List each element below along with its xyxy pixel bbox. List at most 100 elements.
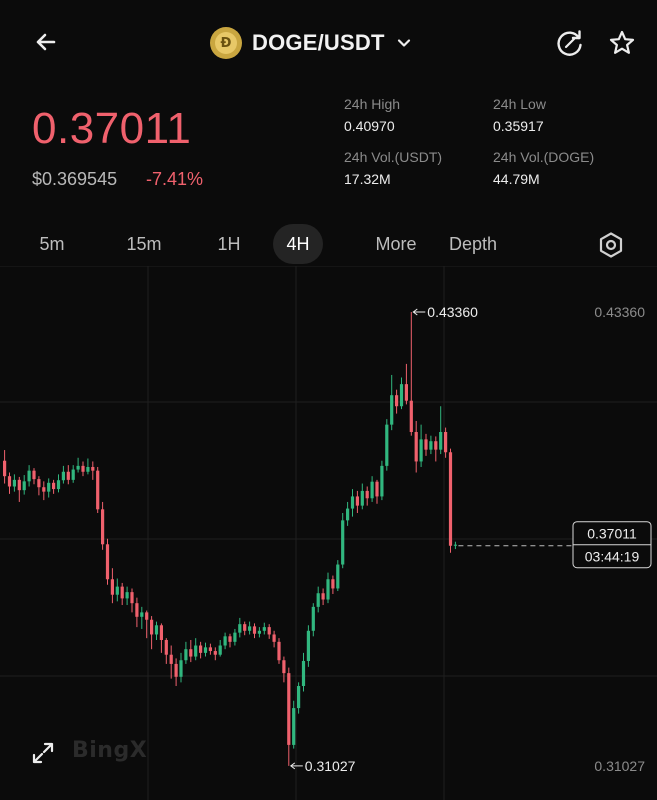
doge-coin-icon: Ð	[210, 27, 242, 59]
candle-down	[169, 654, 173, 664]
candle-up	[301, 660, 306, 687]
candle-up	[385, 424, 389, 466]
interval-tabs: 5m 15m 1H 4H More Depth	[0, 224, 657, 266]
candle-up	[429, 441, 433, 450]
refresh-icon	[557, 30, 582, 56]
candle-up	[316, 593, 320, 607]
candle-up	[346, 508, 350, 521]
tab-4h[interactable]: 4H	[273, 224, 323, 264]
top-bar: Ð DOGE/USDT	[0, 0, 657, 86]
candle-down	[199, 645, 203, 653]
candle-up	[326, 579, 330, 600]
candle-up	[380, 465, 384, 497]
candle-down	[267, 627, 271, 635]
candle-down	[159, 625, 163, 640]
candle-down	[42, 487, 46, 492]
candle-down	[228, 636, 232, 642]
countdown-label: 03:44:19	[585, 549, 640, 565]
candle-up	[439, 432, 443, 450]
candle-down	[409, 400, 413, 433]
candle-down	[164, 639, 168, 655]
candle-down	[365, 490, 369, 499]
candle-down	[189, 649, 193, 657]
candle-up	[297, 686, 301, 709]
settings-hexagon-icon	[599, 232, 623, 258]
candle-down	[32, 470, 36, 480]
tab-depth[interactable]: Depth	[448, 233, 498, 254]
expand-icon	[32, 742, 54, 764]
y-axis-label-max: 0.43360	[594, 304, 645, 320]
candle-down	[321, 593, 325, 600]
candle-down	[37, 479, 41, 488]
candle-up	[453, 544, 457, 546]
candle-up	[218, 645, 222, 655]
tab-1h[interactable]: 1H	[217, 233, 241, 254]
back-button[interactable]	[30, 26, 62, 58]
candle-down	[110, 579, 114, 595]
tab-5m[interactable]: 5m	[39, 233, 65, 254]
candle-down	[243, 624, 247, 631]
candle-down	[448, 452, 453, 546]
candle-up	[336, 564, 340, 589]
tab-more[interactable]: More	[375, 233, 417, 254]
vol-doge-value: 44.79M	[493, 171, 540, 187]
tab-15m[interactable]: 15m	[126, 233, 162, 254]
candle-down	[135, 603, 139, 617]
candle-up	[61, 471, 65, 481]
chart-canvas[interactable]: 0.37011 03:44:19 0.43360 0.31027 0.43360 0.31…	[0, 266, 657, 800]
vol-usdt-value: 17.32M	[344, 171, 391, 187]
refresh-button[interactable]	[555, 28, 585, 58]
candle-down	[66, 471, 70, 480]
candle-down	[277, 641, 281, 661]
candle-up	[12, 479, 16, 487]
candle-down	[3, 460, 7, 477]
candle-down	[272, 634, 276, 642]
candle-down	[252, 626, 257, 634]
fullscreen-button[interactable]	[30, 740, 56, 766]
min-marker-arrowhead	[289, 762, 296, 770]
candle-up	[360, 490, 364, 506]
candle-up	[306, 630, 310, 661]
high-24h-label: 24h High	[344, 96, 401, 112]
candle-down	[150, 619, 154, 635]
current-price-label: 0.37011	[587, 526, 637, 542]
vol-usdt-label: 24h Vol.(USDT)	[344, 149, 443, 165]
candle-up	[47, 482, 51, 492]
candle-up	[370, 481, 374, 499]
pair-selector[interactable]: Ð DOGE/USDT	[210, 26, 413, 60]
candle-up	[350, 496, 355, 509]
star-icon	[609, 30, 635, 54]
candle-up	[22, 481, 26, 491]
candle-down	[208, 647, 212, 652]
vol-doge-label: 24h Vol.(DOGE)	[493, 149, 595, 165]
candle-up	[194, 645, 198, 657]
favorite-button[interactable]	[607, 28, 637, 58]
candle-up	[140, 612, 144, 617]
candle-down	[52, 482, 56, 490]
candle-up	[341, 520, 345, 565]
candle-down	[7, 476, 12, 487]
candlestick-chart[interactable]: 0.37011 03:44:19 0.43360 0.31027 0.43360 0.31…	[0, 266, 657, 800]
chevron-down-icon	[397, 39, 410, 47]
candle-down	[105, 544, 110, 580]
arrow-left-icon	[36, 33, 56, 51]
candle-down	[130, 592, 134, 604]
candle-up	[248, 626, 252, 631]
price-change-percent: -7.41%	[146, 169, 204, 189]
candle-down	[404, 384, 408, 401]
candle-down	[395, 395, 399, 407]
candle-down	[17, 479, 21, 491]
candle-down	[331, 579, 335, 589]
candle-down	[375, 481, 379, 497]
coin-symbol: Ð	[215, 32, 237, 54]
candle-up	[203, 647, 208, 653]
y-axis-label-min: 0.31027	[594, 758, 645, 774]
candle-down	[424, 439, 428, 450]
candle-up	[76, 465, 80, 470]
candle-down	[145, 612, 149, 620]
candle-up	[154, 625, 159, 635]
candle-up	[233, 632, 237, 642]
chart-settings-button[interactable]	[596, 230, 626, 260]
max-marker-label: 0.43360	[427, 304, 478, 320]
candle-down	[414, 432, 418, 462]
